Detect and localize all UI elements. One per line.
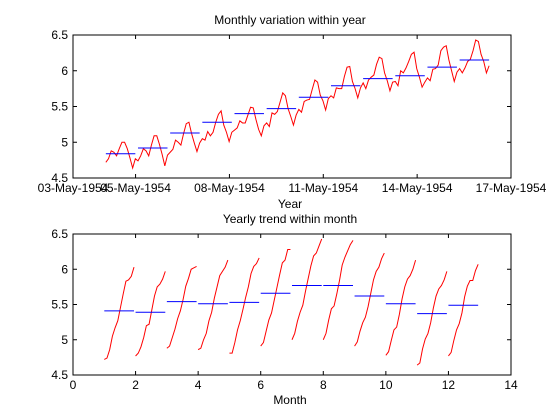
y-tick-label: 6 [61, 262, 68, 276]
y-tick-label: 6.5 [51, 28, 68, 42]
x-tick-label: 17-May-1954 [476, 181, 547, 195]
x-tick-label: 12 [442, 378, 456, 392]
x-tick-label: 4 [195, 378, 202, 392]
x-tick-label: 8 [320, 378, 327, 392]
y-tick-label: 6.5 [51, 227, 68, 241]
plot1-xlabel: Year [278, 197, 302, 211]
x-tick-label: 11-May-1954 [288, 181, 358, 195]
month-trend-line [135, 271, 166, 357]
y-tick-label: 5 [61, 333, 68, 347]
x-tick-label: 08-May-1954 [194, 181, 265, 195]
y-tick-label: 6 [61, 64, 68, 78]
y-tick-label: 5.5 [51, 298, 68, 312]
plot2-xlabel: Month [273, 393, 306, 407]
plot2-ticks: 0 2 4 6 8 10 12 14 4.5 5 5.5 6 6.5 [51, 227, 518, 392]
month-trend-line [104, 266, 135, 360]
month-trend-line [385, 259, 417, 356]
y-tick-label: 5.5 [51, 100, 68, 114]
plot1-axes-box [72, 34, 512, 179]
month-trend-line [197, 259, 229, 351]
x-tick-label: 6 [257, 378, 264, 392]
month-trend-line [260, 249, 291, 347]
x-tick-label: 2 [132, 378, 139, 392]
x-tick-label: 14-May-1954 [382, 181, 453, 195]
monthly-series-line [105, 39, 490, 170]
month-trend-line [322, 240, 354, 340]
x-tick-label: 03-May-1954 [38, 181, 109, 195]
plot2-title: Yearly trend within month [223, 212, 357, 226]
y-tick-label: 5 [61, 135, 68, 149]
y-tick-label: 4.5 [51, 368, 68, 382]
month-trend-line [416, 271, 448, 366]
plot-monthly-variation: Monthly variation within year 03-May-195… [38, 13, 547, 211]
x-tick-label: 14 [504, 378, 518, 392]
month-trend-line [291, 238, 323, 340]
plot1-series [105, 39, 490, 170]
x-tick-label: 0 [70, 378, 77, 392]
month-trend-line [354, 252, 385, 347]
x-tick-label: 05-May-1954 [100, 181, 171, 195]
month-trend-line [229, 257, 260, 354]
month-trend-line [448, 264, 479, 357]
plot2-axes-box [72, 233, 512, 376]
plot-yearly-trend: Yearly trend within month 0 2 4 6 8 10 12 14 4.5… [51, 212, 518, 407]
x-tick-label: 10 [379, 378, 393, 392]
plot2-series [104, 238, 479, 366]
y-tick-label: 4.5 [51, 171, 68, 185]
plot1-title: Monthly variation within year [214, 13, 365, 27]
month-trend-line [166, 265, 197, 349]
